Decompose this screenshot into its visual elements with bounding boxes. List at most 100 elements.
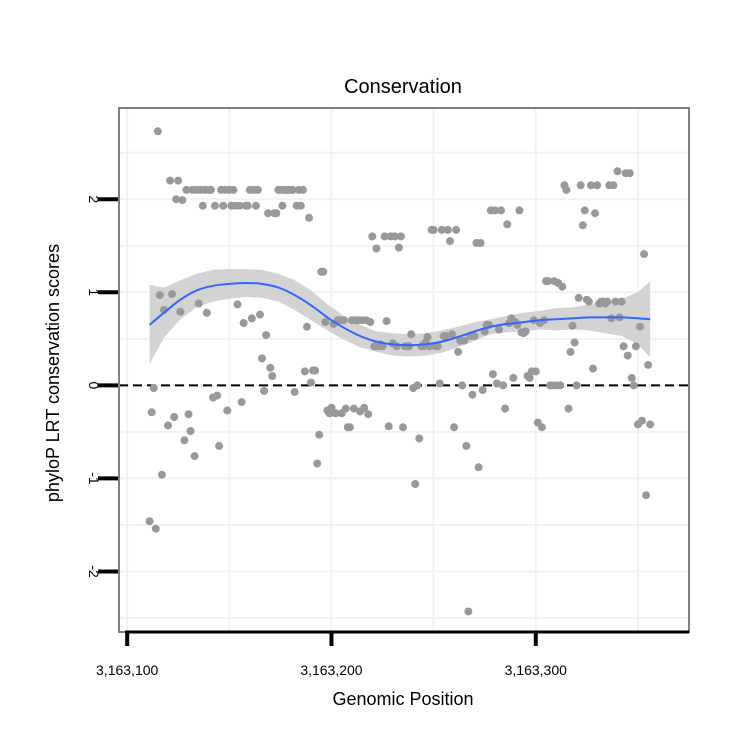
data-point [544,277,552,286]
data-point [443,225,452,234]
data-point [341,404,350,413]
data-point [441,332,450,340]
data-point [311,366,320,375]
y-tick-label: 2 [86,195,102,203]
data-point [262,331,271,340]
data-point [623,351,632,360]
data-point [574,293,583,302]
data-point [625,169,634,178]
data-point [593,181,602,190]
data-point [366,318,375,327]
data-point [253,185,262,194]
data-point [411,480,420,488]
data-point [300,367,309,376]
data-point [423,333,432,341]
data-point [184,410,193,419]
x-axis: 3,163,100 3,163,200 3,163,300 [96,630,689,678]
data-point [172,195,181,204]
data-point [429,225,438,234]
data-point [460,336,469,345]
data-point [640,250,649,259]
data-point [247,314,256,323]
data-point [399,423,407,432]
y-axis-label: phyloP LRT conservation scores [43,244,63,502]
data-point [433,342,442,351]
data-point [493,379,501,388]
data-point [180,436,189,445]
data-point [603,297,612,306]
data-point [157,470,166,479]
data-point [364,410,373,419]
data-point [321,318,330,327]
data-point [392,342,401,351]
data-point [213,391,222,400]
data-point [537,423,546,432]
data-point [478,386,487,394]
data-point [609,181,618,190]
data-point [501,404,510,413]
data-point [576,181,585,190]
data-point [568,321,577,330]
data-point [562,185,571,194]
data-point [521,327,530,336]
data-point [591,209,599,218]
data-point [446,237,454,246]
data-point [415,434,424,443]
data-point [558,282,567,291]
data-point [229,185,238,194]
data-point [178,196,187,205]
data-point [572,381,581,390]
data-point [258,354,266,363]
data-point [260,386,269,395]
data-point [151,524,160,533]
data-point [339,316,348,325]
x-tick-label: 3,163,100 [96,662,158,678]
data-point [319,267,328,276]
data-point [499,381,508,390]
smooth-trend-line [148,281,651,347]
data-point [237,398,246,407]
data-point [407,330,416,339]
data-point [464,607,473,616]
data-point [589,364,597,373]
data-point [495,325,503,334]
data-point [378,342,387,351]
data-point [384,422,393,431]
data-point [223,406,232,415]
data-point [313,459,322,468]
data-point [629,381,638,390]
data-point [168,290,177,299]
data-point [631,342,640,351]
data-point [476,239,485,247]
data-point [642,491,651,500]
data-point [345,423,354,432]
data-point [396,232,405,241]
y-tick-label: 0 [86,381,102,389]
data-point [394,243,403,252]
data-point [327,403,336,412]
chart-title: Conservation [344,76,462,98]
data-point [570,338,579,347]
data-point [190,452,199,461]
data-point [578,221,587,230]
data-point [450,423,459,432]
data-point [497,206,505,215]
data-point [176,307,185,316]
data-point [470,332,479,340]
data-point [503,220,512,229]
data-point [243,201,252,210]
y-tick-label: -2 [86,565,102,578]
data-point [566,347,575,356]
data-point [613,167,622,176]
data-point [166,176,175,185]
data-point [474,463,483,472]
data-point [155,291,164,300]
data-point [215,441,224,450]
data-point [145,517,154,526]
data-point [198,201,207,210]
data-point [413,381,422,390]
data-point [644,360,653,369]
data-point [164,421,172,430]
data-point [611,297,620,306]
